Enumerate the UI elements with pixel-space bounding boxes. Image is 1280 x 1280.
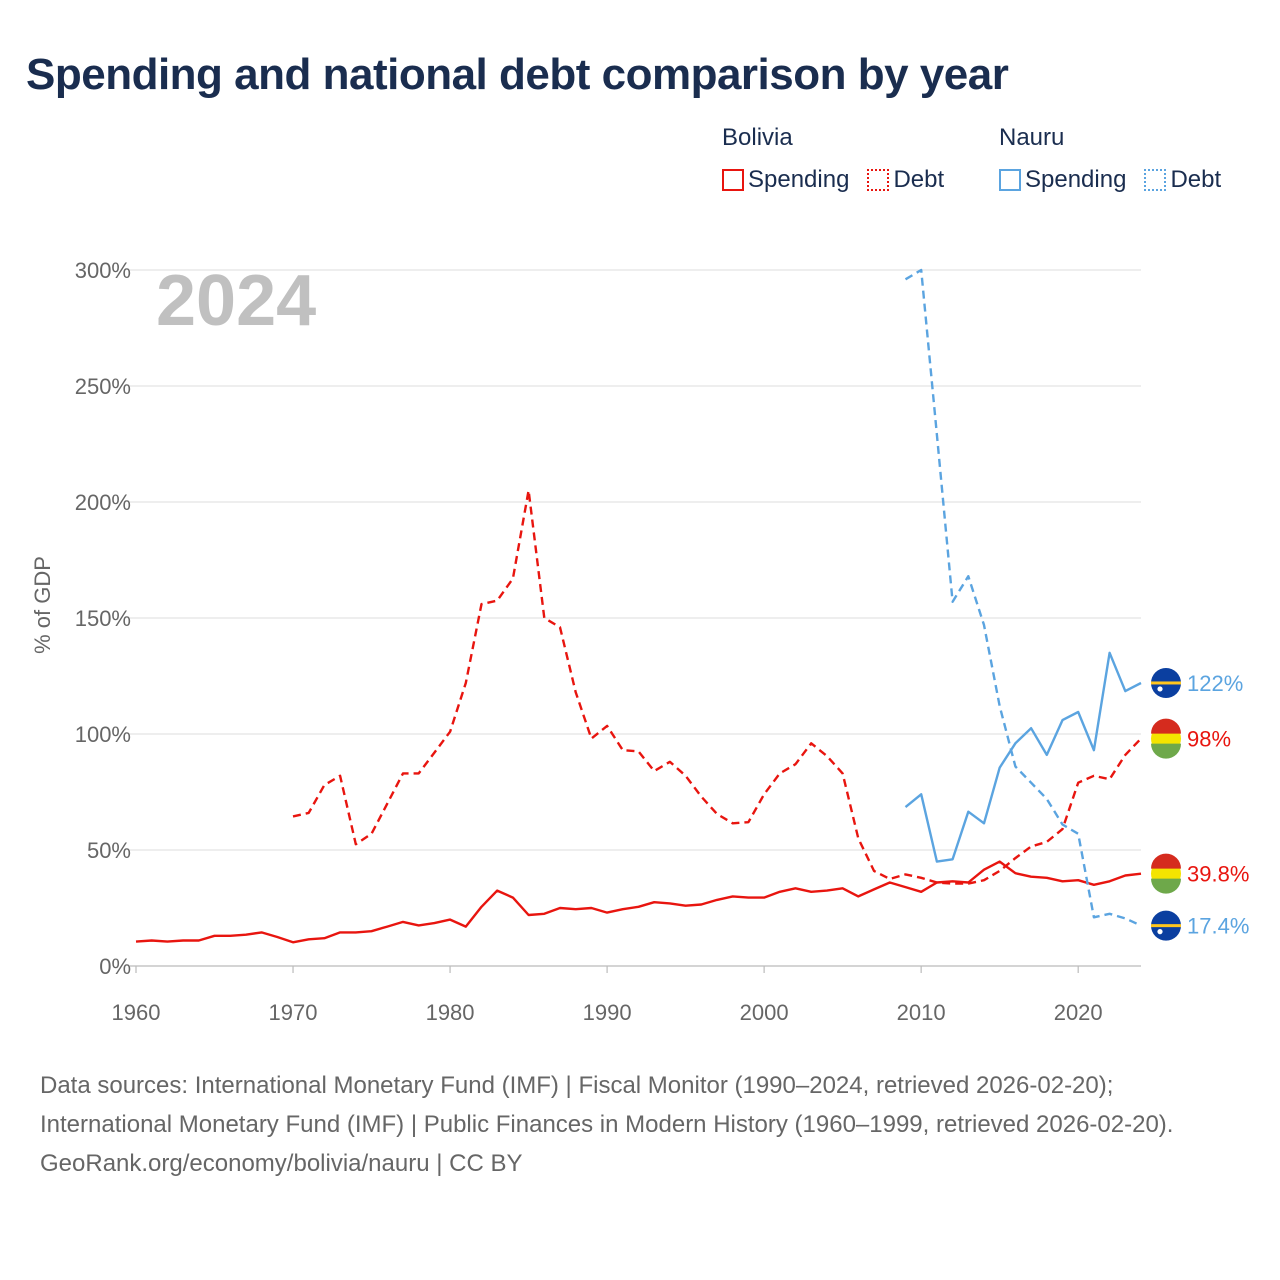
end-marker-bolivia-debt: 98% xyxy=(1151,718,1231,759)
series-lines xyxy=(135,268,1142,944)
series-line-nauru-spending[interactable] xyxy=(904,651,1142,863)
flag-star xyxy=(1157,929,1163,935)
solid-swatch-icon xyxy=(999,169,1021,191)
flag-star xyxy=(1157,686,1163,692)
legend-item-nauru-debt[interactable]: Debt xyxy=(1144,166,1221,194)
end-marker-bolivia-spending: 39.8% xyxy=(1151,853,1249,894)
y-tick-label: 50% xyxy=(87,838,131,863)
series-line-bolivia-debt[interactable] xyxy=(292,489,1142,885)
y-tick-label: 0% xyxy=(99,954,131,979)
y-tick-label: 100% xyxy=(75,722,131,747)
footer: Data sources: International Monetary Fun… xyxy=(40,1066,1250,1183)
x-tick-label: 1980 xyxy=(426,1000,475,1025)
line-chart: 2024 % of GDP 0%50%100%150%200%250%300% … xyxy=(30,258,1249,1025)
legend-group-bolivia: Bolivia Spending Debt xyxy=(722,124,962,194)
flag-band-red xyxy=(1151,718,1181,734)
x-tick-label: 1990 xyxy=(583,1000,632,1025)
y-axis-title: % of GDP xyxy=(30,556,55,654)
x-tick-label: 2000 xyxy=(740,1000,789,1025)
dotted-swatch-icon xyxy=(1144,169,1167,191)
flag-stripe-yellow xyxy=(1151,681,1181,685)
y-axis: 0% 50% 100% 150% 200% 250% 300% xyxy=(75,258,131,979)
year-label: 2024 xyxy=(156,261,316,341)
grid-lines xyxy=(130,269,1141,967)
end-value-label: 39.8% xyxy=(1187,862,1249,887)
chart-title: Spending and national debt comparison by… xyxy=(26,50,1009,99)
legend-group-name: Bolivia xyxy=(722,124,793,151)
flag-band-green xyxy=(1151,743,1181,759)
end-marker-nauru-spending: 122% xyxy=(1151,667,1243,698)
series-line-nauru-debt[interactable] xyxy=(904,268,1142,927)
legend-item-label: Debt xyxy=(1170,166,1222,193)
end-value-label: 17.4% xyxy=(1187,914,1249,939)
flag-band-green xyxy=(1151,878,1181,894)
y-tick-label: 200% xyxy=(75,490,131,515)
legend-group-name: Nauru xyxy=(999,124,1065,151)
legend-item-label: Spending xyxy=(748,166,850,193)
x-tick-label: 2020 xyxy=(1054,1000,1103,1025)
end-markers: 122% 98% 39.8% 17.4% xyxy=(1151,667,1249,941)
legend-item-label: Debt xyxy=(893,166,945,193)
end-marker-nauru-debt: 17.4% xyxy=(1151,910,1249,941)
x-tick-label: 2010 xyxy=(897,1000,946,1025)
y-tick-label: 300% xyxy=(75,258,131,283)
legend-item-nauru-spending[interactable]: Spending xyxy=(999,166,1126,194)
flag-stripe-yellow xyxy=(1151,924,1181,928)
solid-swatch-icon xyxy=(722,169,744,191)
credit-link[interactable]: GeoRank.org/economy/bolivia/nauru | CC B… xyxy=(40,1150,523,1177)
legend-group-nauru: Nauru Spending Debt xyxy=(999,124,1239,194)
legend-item-label: Spending xyxy=(1025,166,1127,193)
x-tick-label: 1960 xyxy=(112,1000,161,1025)
end-value-label: 98% xyxy=(1187,727,1231,752)
x-tick-label: 1970 xyxy=(269,1000,318,1025)
end-value-label: 122% xyxy=(1187,671,1243,696)
legend-item-bolivia-spending[interactable]: Spending xyxy=(722,166,849,194)
series-line-bolivia-spending[interactable] xyxy=(135,860,1142,944)
legend-item-bolivia-debt[interactable]: Debt xyxy=(867,166,944,194)
y-tick-label: 250% xyxy=(75,374,131,399)
flag-band-red xyxy=(1151,853,1181,869)
data-sources: Data sources: International Monetary Fun… xyxy=(40,1072,1174,1138)
x-axis: 1960 1970 1980 1990 2000 2010 2020 xyxy=(112,966,1103,1025)
dotted-swatch-icon xyxy=(867,169,890,191)
y-tick-label: 150% xyxy=(75,606,131,631)
